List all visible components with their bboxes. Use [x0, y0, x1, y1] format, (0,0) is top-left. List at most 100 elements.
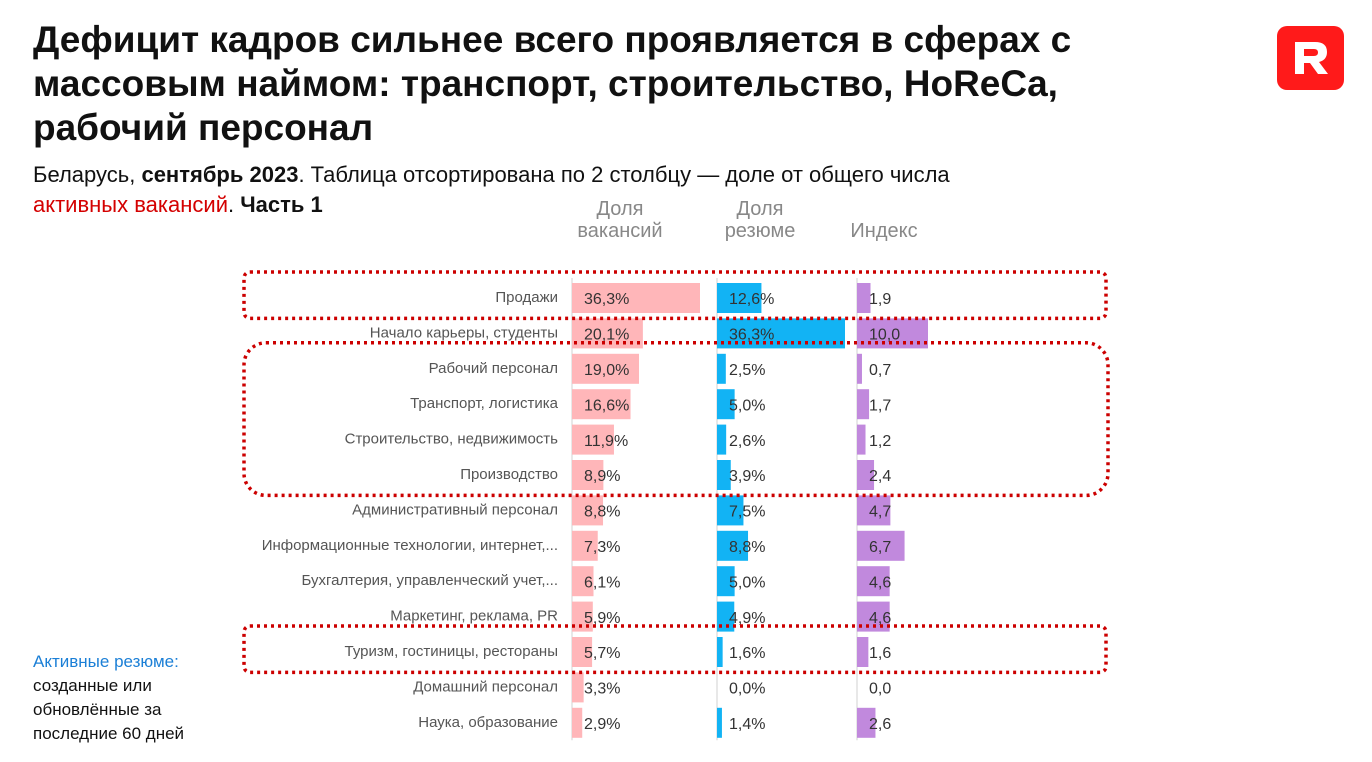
category-label: Административный персонал: [352, 501, 558, 518]
subtitle-date: сентябрь 2023: [141, 162, 299, 187]
bar-vacancies: [572, 353, 639, 384]
bar-vacancies: [572, 601, 593, 632]
value-label-resumes: 36,3%: [729, 327, 774, 344]
value-label-vacancies: 5,7%: [584, 645, 620, 662]
column-header-vacancies: Доля вакансий: [577, 198, 663, 242]
value-label-index: 2,4: [869, 468, 891, 485]
page-title: Дефицит кадров сильнее всего проявляется…: [33, 19, 1072, 148]
highlight-frame: [242, 341, 1110, 498]
value-label-vacancies: 6,1%: [584, 574, 620, 591]
value-label-vacancies: 19,0%: [584, 362, 629, 379]
bar-vacancies: [572, 637, 593, 667]
value-label-index: 4,6: [869, 574, 891, 591]
value-label-resumes: 0,0%: [729, 681, 765, 698]
bar-vacancies: [572, 424, 614, 455]
bar-vacancies: [572, 460, 604, 490]
value-label-index: 1,2: [869, 433, 891, 450]
column-header-resumes: Доля резюме: [724, 198, 796, 242]
value-label-vacancies: 2,9%: [584, 716, 620, 733]
subtitle-part: Часть 1: [240, 192, 323, 217]
category-label: Производство: [460, 466, 558, 483]
bar-resumes: [717, 318, 845, 349]
category-label: Транспорт, логистика: [410, 395, 559, 412]
value-label-index: 4,7: [869, 504, 891, 521]
value-label-vacancies: 5,9%: [584, 610, 620, 627]
bar-index: [857, 566, 890, 597]
value-label-resumes: 8,8%: [729, 539, 765, 556]
value-label-resumes: 2,6%: [729, 433, 765, 450]
value-label-vacancies: 3,3%: [584, 681, 620, 698]
value-label-vacancies: 20,1%: [584, 327, 629, 344]
value-label-resumes: 2,5%: [729, 362, 765, 379]
category-label: Продажи: [495, 289, 558, 306]
value-label-index: 1,6: [869, 645, 891, 662]
category-label: Бухгалтерия, управленческий учет,...: [302, 572, 558, 589]
value-label-resumes: 4,9%: [729, 610, 765, 627]
logo-r-icon: [1277, 26, 1344, 90]
bar-vacancies: [572, 283, 700, 313]
category-label: Информационные технологии, интернет,...: [262, 537, 558, 554]
value-label-index: 10,0: [869, 327, 900, 344]
value-label-index: 1,9: [869, 291, 891, 308]
bar-resumes: [717, 353, 726, 384]
value-label-index: 0,7: [869, 362, 891, 379]
bar-index: [857, 495, 891, 526]
category-label: Начало карьеры, студенты: [370, 324, 558, 341]
bar-index: [857, 389, 870, 420]
subtitle-country: Беларусь,: [33, 162, 142, 187]
bar-resumes: [717, 601, 735, 632]
value-label-resumes: 3,9%: [729, 468, 765, 485]
category-label: Строительство, недвижимость: [345, 431, 559, 448]
bar-resumes: [717, 530, 749, 561]
category-label: Маркетинг, реклама, PR: [390, 608, 558, 625]
bar-resumes: [717, 707, 722, 738]
bar-resumes: [717, 637, 723, 667]
value-label-index: 1,7: [869, 397, 891, 414]
bar-vacancies: [572, 672, 584, 703]
category-label: Туризм, гостиницы, рестораны: [345, 643, 558, 660]
value-label-vacancies: 8,9%: [584, 468, 620, 485]
bar-resumes: [717, 389, 735, 420]
value-label-index: 4,6: [869, 610, 891, 627]
bar-index: [857, 353, 862, 384]
subtitle-sort: . Таблица отсортирована по 2 столбцу — д…: [298, 162, 950, 187]
highlight-frame: [242, 270, 1108, 321]
bar-vacancies: [572, 707, 583, 738]
bar-index: [857, 460, 875, 490]
category-label: Наука, образование: [418, 714, 558, 731]
active-resumes-note: Активные резюме: созданные или обновлённ…: [33, 650, 233, 746]
note-text: созданные или обновлённые за последние 6…: [33, 676, 185, 743]
bar-index: [857, 530, 905, 561]
value-label-index: 6,7: [869, 539, 891, 556]
value-label-index: 0,0: [869, 681, 891, 698]
value-label-vacancies: 16,6%: [584, 397, 629, 414]
value-label-resumes: 7,5%: [729, 504, 765, 521]
value-label-vacancies: 36,3%: [584, 291, 629, 308]
logo-r-glyph: [1294, 42, 1328, 74]
bar-vacancies: [572, 566, 594, 597]
bar-vacancies: [572, 495, 604, 526]
value-label-vacancies: 11,9%: [584, 433, 628, 450]
value-label-vacancies: 7,3%: [584, 539, 620, 556]
subtitle-active-vacancies: активных вакансий: [33, 192, 228, 217]
bar-resumes: [717, 283, 762, 313]
value-label-resumes: 5,0%: [729, 574, 765, 591]
bar-index: [857, 283, 871, 313]
bar-index: [857, 707, 876, 738]
bar-vacancies: [572, 389, 631, 420]
value-label-vacancies: 8,8%: [584, 504, 620, 521]
bar-resumes: [717, 566, 735, 597]
subtitle: Беларусь, сентябрь 2023. Таблица отсорти…: [33, 160, 1153, 220]
bar-index: [857, 637, 869, 667]
bar-resumes: [717, 424, 727, 455]
value-label-resumes: 1,6%: [729, 645, 765, 662]
note-highlight: Активные резюме:: [33, 652, 179, 671]
category-label: Рабочий персонал: [429, 360, 558, 377]
column-header-index: Индекс: [850, 220, 918, 242]
bar-vacancies: [572, 530, 598, 561]
bar-resumes: [717, 460, 731, 490]
category-label: Домашний персонал: [413, 678, 558, 695]
value-label-resumes: 5,0%: [729, 397, 765, 414]
value-label-resumes: 12,6%: [729, 291, 774, 308]
